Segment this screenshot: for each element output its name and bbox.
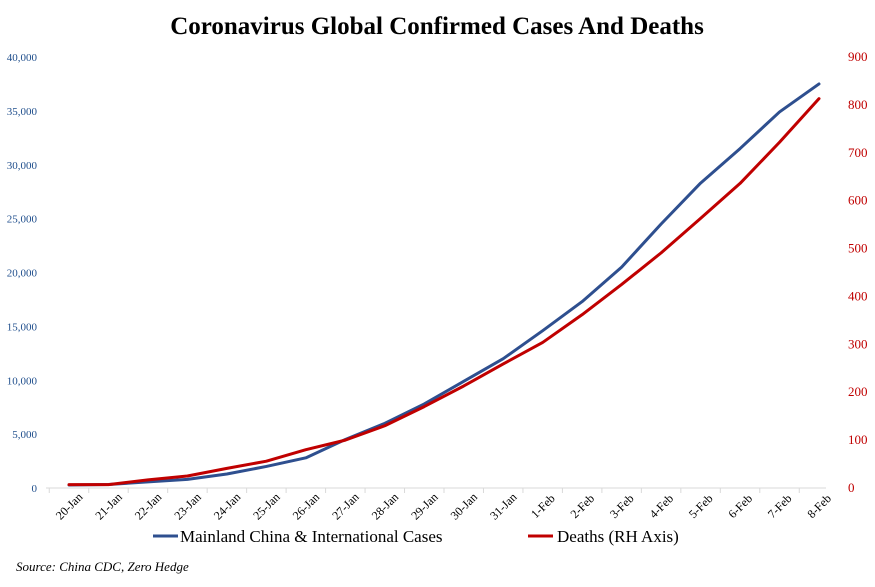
right-y-tick-label: 700	[848, 145, 868, 160]
right-y-tick-label: 400	[848, 288, 868, 303]
x-tick-label: 7-Feb	[765, 491, 795, 521]
left-y-tick-label: 25,000	[7, 214, 38, 226]
x-axis: 20-Jan 21-Jan 22-Jan 23-Jan 24-Jan 25-Jan 26-J…	[46, 487, 834, 523]
x-tick-label: 2-Feb	[567, 491, 597, 521]
right-y-tick-label: 600	[848, 193, 868, 208]
right-y-tick-label: 500	[848, 241, 868, 256]
left-y-tick-label: 35,000	[7, 106, 38, 118]
right-y-tick-label: 200	[848, 384, 868, 399]
source-note: Source: China CDC, Zero Hedge	[16, 559, 189, 574]
x-tick-label: 6-Feb	[725, 491, 755, 521]
x-tick-label: 26-Jan	[290, 490, 323, 523]
left-y-axis: 0 5,000 10,000 15,000 20,000 25,000 30,000 35,0…	[7, 52, 38, 495]
x-tick-label: 31-Jan	[487, 490, 520, 523]
right-y-tick-label: 800	[848, 97, 868, 112]
x-tick-label: 29-Jan	[408, 490, 441, 523]
x-tick-label: 3-Feb	[607, 491, 637, 521]
left-y-tick-label: 15,000	[7, 321, 38, 333]
x-tick-label: 30-Jan	[448, 490, 481, 523]
legend-label-deaths: Deaths (RH Axis)	[557, 527, 679, 546]
x-tick-label: 24-Jan	[211, 490, 244, 523]
series-line-cases	[67, 82, 821, 487]
right-y-tick-label: 300	[848, 336, 868, 351]
right-y-axis: 0 100 200 300 400 500 600 700 800 900	[848, 49, 868, 495]
right-y-tick-label: 100	[848, 432, 868, 447]
left-y-tick-label: 30,000	[7, 160, 38, 172]
legend: Mainland China & International Cases Dea…	[153, 527, 679, 546]
x-tick-label: 4-Feb	[646, 491, 676, 521]
x-tick-label: 5-Feb	[686, 491, 716, 521]
series-group	[67, 82, 821, 487]
left-y-tick-label: 40,000	[7, 52, 38, 64]
x-tick-label: 21-Jan	[92, 490, 125, 523]
left-y-tick-label: 10,000	[7, 375, 38, 387]
x-tick-label: 25-Jan	[250, 490, 283, 523]
x-tick-label: 22-Jan	[132, 490, 165, 523]
x-tick-label: 28-Jan	[369, 490, 402, 523]
left-y-tick-label: 20,000	[7, 268, 38, 280]
right-y-tick-label: 900	[848, 49, 868, 64]
x-tick-label: 8-Feb	[804, 491, 834, 521]
x-tick-label: 23-Jan	[171, 490, 204, 523]
x-tick-label: 1-Feb	[528, 491, 558, 521]
chart-title: Coronavirus Global Confirmed Cases And D…	[170, 13, 704, 40]
legend-label-cases: Mainland China & International Cases	[180, 527, 443, 546]
series-line-deaths	[67, 97, 821, 487]
left-y-tick-label: 5,000	[12, 429, 37, 441]
right-y-tick-label: 0	[848, 480, 855, 495]
x-tick-label: 27-Jan	[329, 490, 362, 523]
left-y-tick-label: 0	[32, 483, 38, 495]
x-tick-label: 20-Jan	[53, 490, 86, 523]
